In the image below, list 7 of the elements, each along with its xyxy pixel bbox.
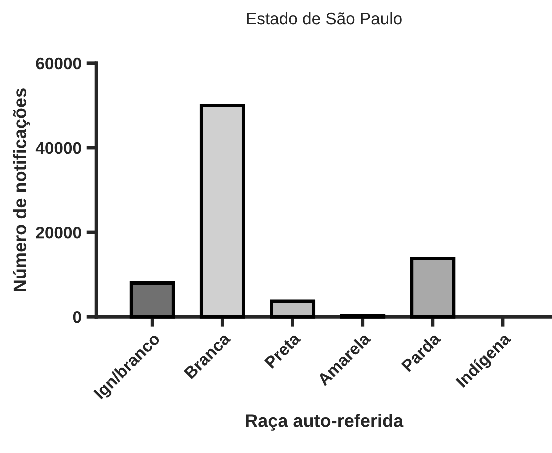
y-tick-label: 40000 [36,142,82,154]
y-tick-label: 20000 [36,226,82,239]
y-axis-title: Número de notificações [13,88,30,292]
chart-title: Estado de São Paulo [247,12,402,25]
y-tick-label: 0 [73,312,82,324]
x-axis-title: Raça auto-referida [246,414,404,431]
y-tick-label: 60000 [36,58,82,70]
